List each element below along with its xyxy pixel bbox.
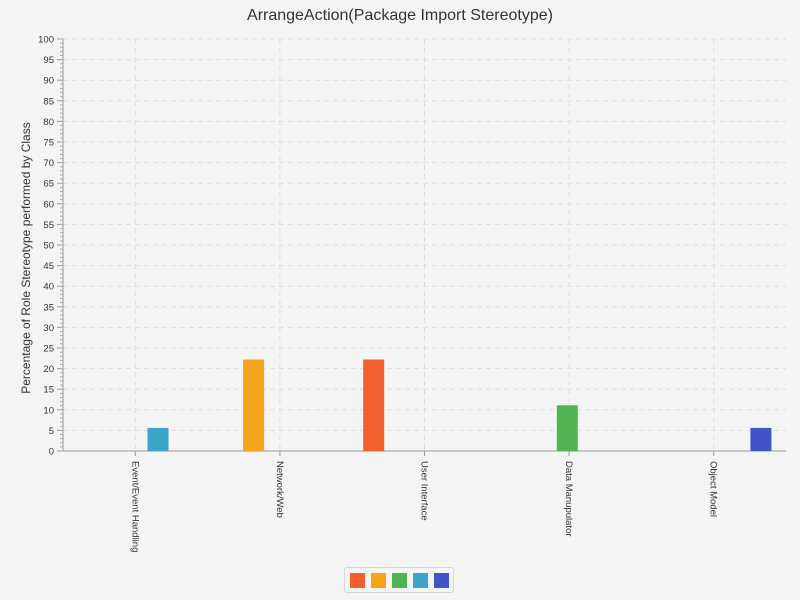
- legend-swatch: [392, 573, 407, 588]
- y-tick-label: 95: [43, 55, 54, 66]
- bar: [750, 427, 772, 451]
- y-tick-label: 20: [43, 364, 54, 375]
- x-tick-label: Network/Web: [274, 461, 285, 518]
- chart-title: ArrangeAction(Package Import Stereotype): [247, 7, 553, 24]
- y-tick-label: 55: [43, 220, 54, 231]
- y-tick-label: 70: [43, 158, 54, 169]
- y-tick-label: 5: [49, 426, 54, 437]
- x-tick-label: Data Manupulator: [563, 461, 574, 537]
- legend-swatch: [350, 573, 365, 588]
- y-tick-label: 50: [43, 241, 54, 252]
- y-tick-label: 35: [43, 302, 54, 313]
- y-tick-label: 40: [43, 282, 54, 293]
- y-tick-label: 45: [43, 261, 54, 272]
- y-tick-label: 60: [43, 199, 54, 210]
- legend-swatch: [413, 573, 428, 588]
- y-tick-label: 10: [43, 405, 54, 416]
- bar: [556, 405, 578, 451]
- y-tick-label: 85: [43, 96, 54, 107]
- y-tick-label: 80: [43, 117, 54, 128]
- chart-legend: [344, 567, 454, 593]
- bar: [243, 359, 265, 451]
- y-tick-label: 0: [49, 447, 54, 458]
- y-tick-label: 65: [43, 179, 54, 190]
- y-tick-label: 75: [43, 138, 54, 149]
- legend-swatch: [371, 573, 386, 588]
- x-tick-label: User Interface: [419, 461, 430, 521]
- bar: [147, 427, 169, 451]
- y-tick-label: 30: [43, 323, 54, 334]
- x-tick-label: Object Model: [708, 461, 719, 517]
- y-tick-label: 25: [43, 344, 54, 355]
- legend-swatch: [434, 573, 449, 588]
- bar: [363, 359, 385, 451]
- y-tick-label: 15: [43, 385, 54, 396]
- y-tick-label: 90: [43, 76, 54, 87]
- x-tick-label: Event/Event Handling: [129, 461, 140, 552]
- y-tick-label: 100: [38, 35, 54, 46]
